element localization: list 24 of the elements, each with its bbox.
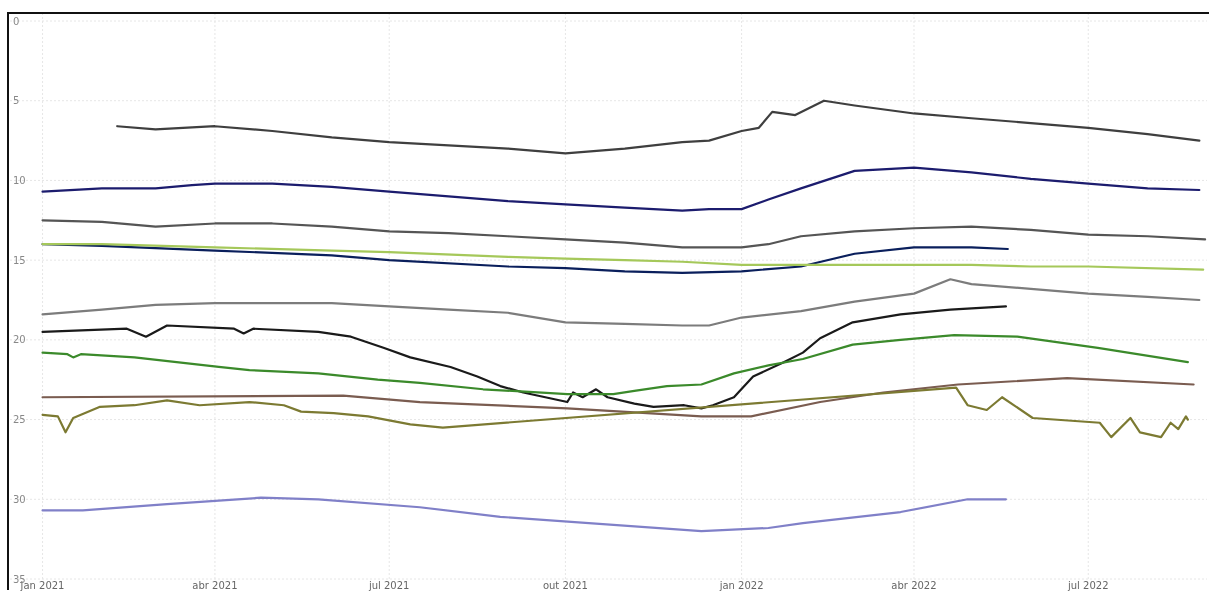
line-series [41,166,1201,212]
y-tick-label: 10 [13,174,26,186]
x-tick-label: jan 2021 [19,580,65,591]
x-tick-label: jan 2022 [718,580,764,591]
y-tick-label: 5 [13,95,20,107]
x-tick-label: abr 2021 [192,580,238,591]
x-tick-label: jul 2021 [367,580,410,591]
y-tick-label: 25 [13,414,26,426]
line-series [41,386,1189,439]
y-tick-label: 0 [13,15,20,27]
line-series [116,99,1201,155]
x-tick-label: out 2021 [542,580,588,591]
x-tick-label: jul 2022 [1066,580,1109,591]
line-series [41,305,1007,410]
y-tick-label: 15 [13,254,26,266]
y-tick-label: 20 [13,334,26,346]
line-series [41,278,1201,327]
line-series [41,377,1195,418]
y-tick-label: 30 [13,493,26,505]
line-series [41,333,1189,396]
line-series [41,219,1207,249]
line-series [41,243,1205,271]
line-series [41,496,1007,533]
x-tick-label: abr 2022 [891,580,937,591]
